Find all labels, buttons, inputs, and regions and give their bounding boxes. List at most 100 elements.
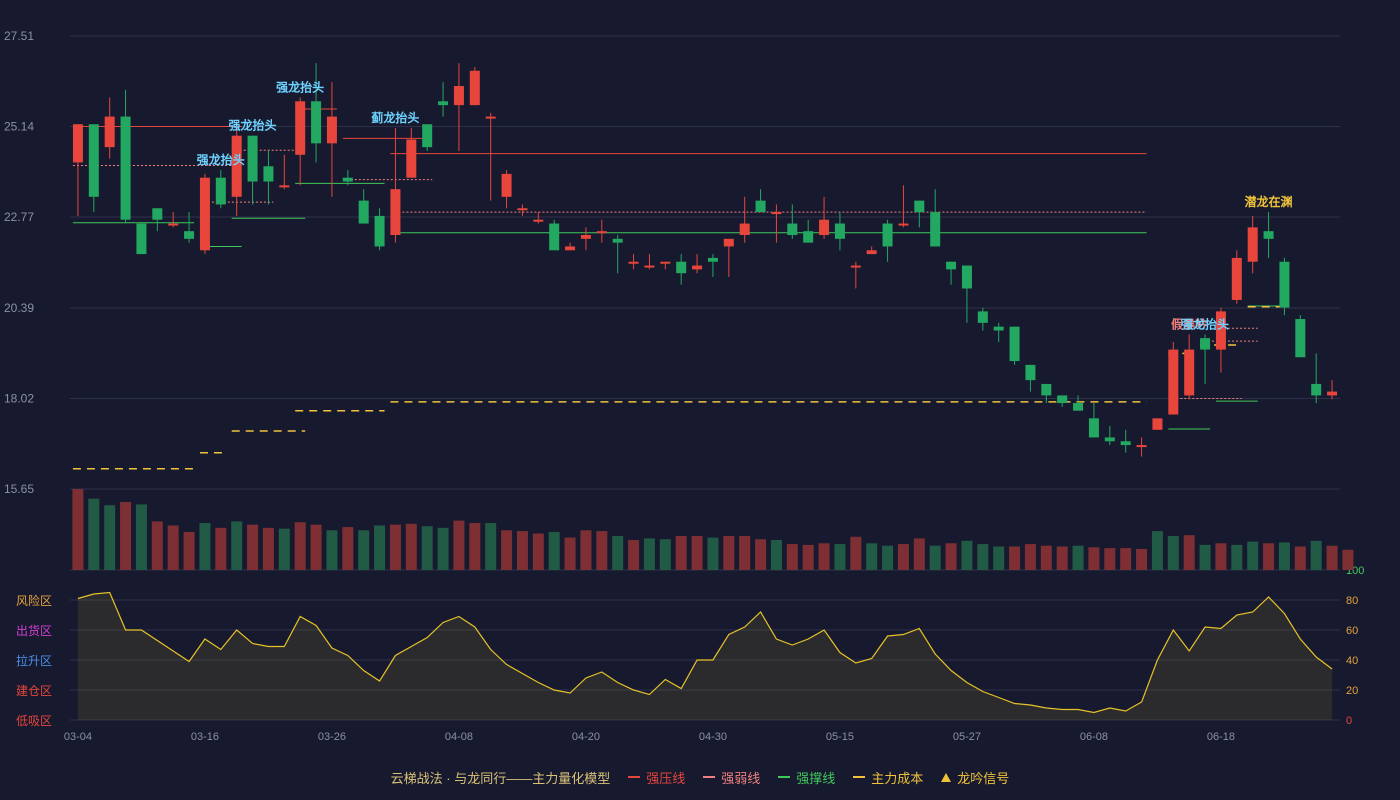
candle: [390, 128, 401, 243]
candle: [168, 212, 179, 228]
candle-body: [1104, 437, 1115, 442]
candle-body: [961, 265, 972, 289]
volume-bar: [723, 535, 735, 570]
candle: [501, 170, 512, 209]
candle: [692, 254, 703, 274]
volume-bar: [389, 524, 401, 570]
legend-strong-pressure[interactable]: 强压线: [628, 768, 685, 787]
candlesticks: [72, 63, 1338, 457]
volume-bar: [104, 505, 116, 570]
legend-weak-line[interactable]: 强弱线: [703, 768, 760, 787]
candle-body: [930, 212, 941, 247]
candle: [311, 63, 322, 163]
candle: [977, 307, 988, 331]
legend-weak-line-swatch: [703, 776, 716, 778]
volume-bar: [564, 537, 576, 570]
legend-strong-pressure-label: 强压线: [646, 770, 686, 786]
candle-body: [501, 173, 512, 197]
candle: [1311, 353, 1322, 404]
volume-bar: [262, 527, 274, 570]
candle: [1231, 250, 1242, 304]
legend-cost[interactable]: 主力成本: [853, 768, 923, 787]
candle-body: [771, 212, 782, 215]
oscillator-tick-label: 40: [1346, 655, 1358, 667]
price-tick-label: 25.14: [4, 120, 34, 134]
candle: [961, 265, 972, 323]
candle-body: [676, 261, 687, 274]
candle-body: [120, 116, 131, 220]
candle: [184, 212, 195, 243]
candle-body: [819, 219, 830, 235]
legend-support[interactable]: 强撑线: [778, 768, 835, 787]
candle: [676, 254, 687, 285]
candle: [136, 223, 147, 255]
volume-bar: [739, 535, 751, 570]
volume-bar: [120, 501, 132, 570]
candle-body: [644, 265, 655, 268]
volume-bar: [580, 530, 592, 570]
candle: [628, 254, 639, 270]
volume-bar: [1310, 540, 1322, 570]
volume-bar: [1183, 535, 1195, 570]
candle: [739, 196, 750, 243]
oscillator-tick-label: 60: [1346, 625, 1358, 637]
candle: [1136, 437, 1147, 457]
volume-bar: [501, 530, 513, 570]
volume-bar: [1009, 546, 1021, 570]
volume-bar: [929, 545, 941, 570]
volume-bar: [1024, 544, 1036, 570]
x-tick-label: 06-18: [1207, 731, 1235, 743]
candle-body: [1200, 338, 1211, 350]
x-tick-label: 04-30: [699, 731, 727, 743]
volume-bar: [326, 530, 338, 570]
candle-body: [723, 238, 734, 247]
legend-signal[interactable]: 龙吟信号: [941, 768, 1009, 787]
volume-bar: [1231, 544, 1243, 570]
candle: [1041, 383, 1052, 404]
candle: [755, 189, 766, 213]
candle-body: [1152, 418, 1163, 430]
volume-bar: [88, 498, 100, 570]
candle: [819, 196, 830, 239]
candle-body: [453, 86, 464, 106]
volume-bar: [770, 540, 782, 570]
candle: [660, 261, 671, 270]
x-tick-label: 05-27: [953, 731, 981, 743]
volume-bar: [1342, 549, 1354, 570]
candle-body: [993, 326, 1004, 331]
candle: [612, 234, 623, 274]
candle-body: [803, 231, 814, 243]
candle: [88, 124, 99, 213]
candle: [247, 135, 258, 205]
candle-body: [311, 101, 322, 144]
candle-body: [72, 124, 83, 163]
candle: [1295, 315, 1306, 358]
candle: [120, 89, 131, 224]
candle-body: [1041, 383, 1052, 396]
volume-bar: [993, 546, 1005, 570]
candle-body: [787, 223, 798, 235]
candle-body: [184, 231, 195, 239]
volume-bar: [913, 538, 925, 570]
candle: [453, 63, 464, 151]
candle: [1088, 403, 1099, 438]
volume-bar: [294, 522, 306, 570]
volume-bar: [1040, 545, 1052, 570]
volume-bar: [151, 521, 163, 570]
signal-label: 假暴吟: [1171, 316, 1207, 331]
volume-bar: [1104, 548, 1116, 570]
candle-body: [707, 257, 718, 262]
volume-bar: [882, 545, 894, 570]
candle-body: [1311, 383, 1322, 396]
candle: [104, 97, 115, 159]
candle: [946, 261, 957, 285]
candle: [1009, 326, 1020, 365]
candle-body: [152, 208, 163, 220]
legend-strong-pressure-swatch: [628, 776, 641, 778]
volume-bar: [1151, 531, 1163, 570]
signal-label: 强龙抬头: [1181, 316, 1229, 331]
candle: [993, 322, 1004, 342]
candle: [215, 170, 226, 209]
candle-body: [1295, 319, 1306, 358]
candle-body: [1231, 257, 1242, 300]
